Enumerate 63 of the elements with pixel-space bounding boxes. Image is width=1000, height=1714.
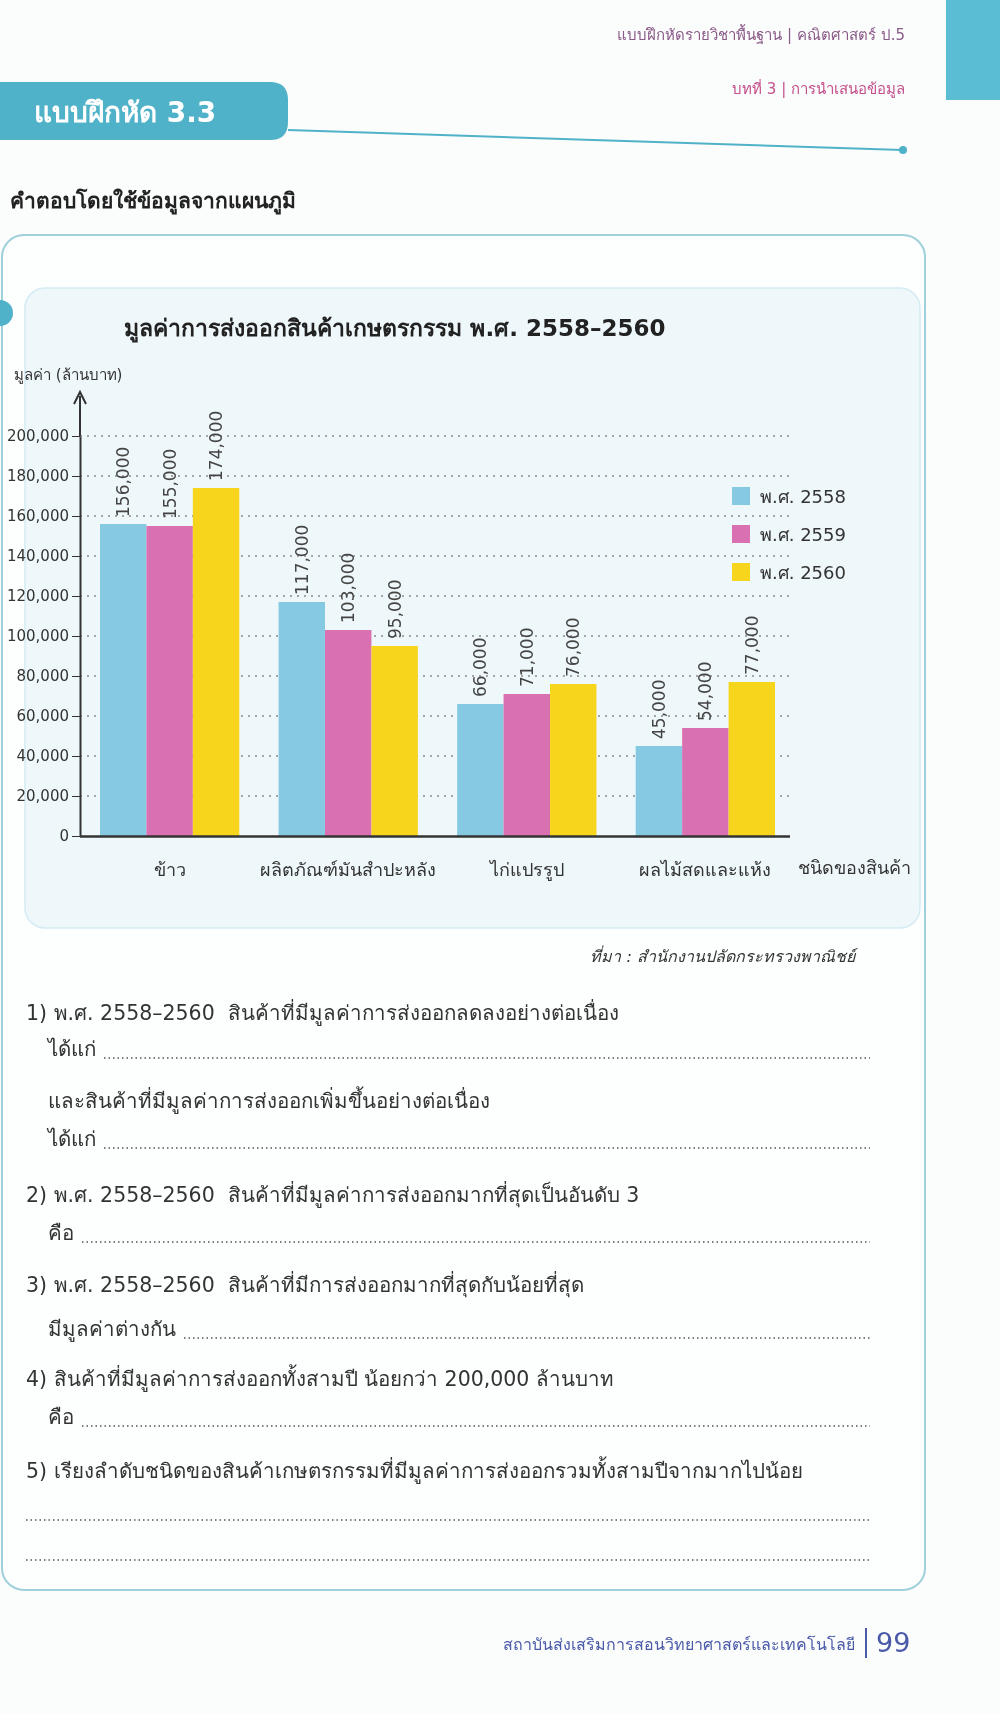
text: 5) เรียงลำดับชนิดของสินค้าเกษตรกรรมที่มีมูลค่าการส่งออกรวมทั้งสามปีจากมากไปน้อย	[26, 1456, 803, 1484]
text: ได้แก่	[46, 1037, 96, 1061]
bar	[682, 728, 729, 836]
text: 2) พ.ศ. 2558–2560 สินค้าที่มีมูลค่าการส่งออกมากที่สุดเป็นอันดับ 3	[26, 1181, 640, 1208]
text: แบบฝึกหัดรายวิชาพื้นฐาน | คณิตศาสตร์ ป.5	[617, 24, 905, 44]
bar	[146, 526, 193, 836]
legend-label: พ.ศ. 2560	[760, 562, 846, 583]
x-tick-label: ไก่แปรรูป	[487, 859, 564, 881]
y-tick-label: 100,000	[6, 627, 69, 646]
bar	[325, 630, 372, 836]
text: 1) พ.ศ. 2558–2560 สินค้าที่มีมูลค่าการส่งออกลดลงอย่างต่อเนื่อง	[26, 999, 619, 1026]
y-tick-label: 120,000	[6, 587, 69, 606]
chart-title: มูลค่าการส่งออกสินค้าเกษตรกรรม พ.ศ. 2558–2560	[124, 315, 666, 343]
data-label: 95,000	[384, 579, 405, 639]
bar	[192, 488, 240, 836]
legend-label: พ.ศ. 2558	[760, 486, 846, 507]
data-label: 156,000	[113, 446, 134, 517]
data-label: 45,000	[648, 679, 669, 739]
x-axis-title: ชนิดของสินค้า	[798, 857, 911, 878]
text: และสินค้าที่มีมูลค่าการส่งออกเพิ่มขึ้นอย่างต่อเนื่อง	[48, 1086, 490, 1114]
y-tick-label: 0	[59, 827, 69, 846]
text: มีมูลค่าต่างกัน	[48, 1317, 176, 1342]
text: บทที่ 3 | การนำเสนอข้อมูล	[732, 78, 905, 98]
bar	[457, 704, 504, 836]
text: 99	[876, 1627, 911, 1658]
data-label: 54,000	[695, 661, 716, 721]
y-tick-label: 200,000	[6, 427, 69, 446]
bar	[100, 524, 147, 836]
y-tick-label: 180,000	[6, 467, 69, 486]
text: 3) พ.ศ. 2558–2560 สินค้าที่มีการส่งออกมากที่สุดกับน้อยที่สุด	[26, 1271, 584, 1298]
x-tick-label: ข้าว	[153, 859, 186, 880]
data-label: 117,000	[291, 524, 312, 595]
bar	[503, 694, 550, 836]
x-tick-label: ผลไม้สดและแห้ง	[639, 859, 772, 880]
data-label: 174,000	[206, 410, 227, 481]
text: สถาบันส่งเสริมการสอนวิทยาศาสตร์และเทคโนโลยี	[503, 1635, 855, 1654]
bar	[278, 602, 325, 836]
bar	[728, 682, 775, 836]
data-label: 77,000	[741, 615, 762, 675]
data-label: 66,000	[470, 637, 491, 697]
bar	[635, 746, 683, 836]
text: ได้แก่	[46, 1127, 96, 1151]
data-label: 103,000	[338, 552, 359, 623]
bar	[371, 646, 418, 836]
text: คำตอบโดยใช้ข้อมูลจากแผนภูมิ	[10, 188, 296, 215]
y-tick-label: 80,000	[16, 667, 69, 686]
y-tick-label: 160,000	[6, 507, 69, 526]
y-tick-label: 40,000	[16, 747, 69, 766]
bar	[550, 684, 597, 836]
text: 4) สินค้าที่มีมูลค่าการส่งออกทั้งสามปี น้อยกว่า 200,000 ล้านบาท	[26, 1364, 614, 1392]
data-label: 76,000	[563, 617, 584, 677]
text: คือ	[48, 1221, 74, 1245]
y-axis-title: มูลค่า (ล้านบาท)	[14, 366, 123, 384]
y-tick-label: 20,000	[16, 787, 69, 806]
y-tick-label: 140,000	[6, 547, 69, 566]
y-tick-label: 60,000	[16, 707, 69, 726]
data-label: 155,000	[159, 448, 180, 519]
legend-label: พ.ศ. 2559	[760, 524, 846, 545]
text: ที่มา : สำนักงานปลัดกระทรวงพาณิชย์	[590, 945, 858, 966]
data-label: 71,000	[516, 627, 537, 687]
text: แบบฝึกหัด 3.3	[34, 96, 217, 129]
text: คือ	[48, 1405, 74, 1429]
x-tick-label: ผลิตภัณฑ์มันสำปะหลัง	[260, 859, 437, 880]
